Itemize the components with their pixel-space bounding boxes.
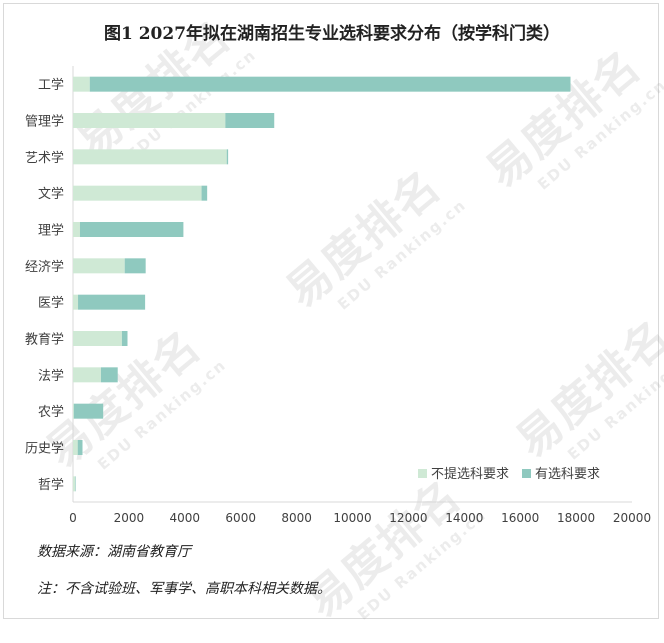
bar-segment: [225, 113, 275, 128]
bar-segment: [79, 222, 184, 237]
bar-segment: [73, 294, 79, 310]
bar-segment: [73, 476, 76, 492]
bar-segment: [73, 149, 227, 165]
bar-segment: [78, 294, 146, 310]
bar-segment: [77, 440, 83, 455]
x-tick-label: 18000: [557, 511, 595, 525]
legend-swatch: [418, 469, 427, 478]
x-tick-label: 2000: [114, 511, 145, 525]
category-label: 哲学: [38, 477, 64, 493]
bar-segment: [73, 403, 104, 419]
bar-segment: [124, 258, 146, 274]
bar-segment: [226, 149, 229, 165]
bar-segment: [73, 403, 74, 419]
chart-title: 图1 2027年拟在湖南招生专业选科要求分布（按学科门类）: [103, 24, 561, 44]
bar-segment: [73, 113, 226, 128]
category-label: 经济学: [25, 259, 64, 275]
bar-segment: [75, 476, 76, 492]
category-label: 理学: [38, 223, 64, 239]
category-label: 教育学: [25, 332, 64, 348]
category-label: 法学: [38, 368, 64, 384]
legend-label: 有选科要求: [535, 467, 600, 482]
legend-label: 不提选科要求: [431, 466, 509, 482]
x-tick-label: 12000: [389, 511, 427, 525]
category-label: 文学: [38, 186, 64, 202]
bar-segment: [73, 185, 202, 201]
bar-segment: [89, 76, 571, 92]
x-tick-label: 4000: [170, 511, 201, 525]
bar-segment: [73, 440, 78, 455]
source-note: 数据来源：湖南省教育厅: [37, 544, 191, 560]
category-label: 艺术学: [25, 150, 64, 166]
footnote: 注：不含试验班、军事学、高职本科相关数据。: [37, 581, 331, 597]
category-label: 管理学: [25, 114, 64, 130]
bar-segment: [73, 331, 122, 346]
category-label: 医学: [38, 295, 64, 311]
x-tick-label: 16000: [501, 511, 539, 525]
category-label: 历史学: [25, 441, 64, 457]
category-label: 工学: [38, 77, 64, 93]
bar-segment: [73, 222, 80, 237]
category-label: 农学: [38, 404, 64, 420]
bar-segment: [121, 331, 128, 346]
bar-segment: [201, 185, 208, 201]
x-tick-label: 20000: [613, 511, 651, 525]
bar-segment: [100, 367, 118, 383]
x-tick-label: 14000: [445, 511, 483, 525]
x-tick-label: 0: [69, 511, 77, 525]
legend-swatch: [522, 469, 531, 478]
bar-segment: [73, 76, 90, 92]
bar-segment: [73, 367, 101, 383]
x-tick-label: 8000: [281, 511, 312, 525]
bar-segment: [73, 258, 125, 274]
x-tick-label: 10000: [333, 511, 371, 525]
x-tick-label: 6000: [225, 511, 256, 525]
chart-frame: [3, 3, 659, 619]
